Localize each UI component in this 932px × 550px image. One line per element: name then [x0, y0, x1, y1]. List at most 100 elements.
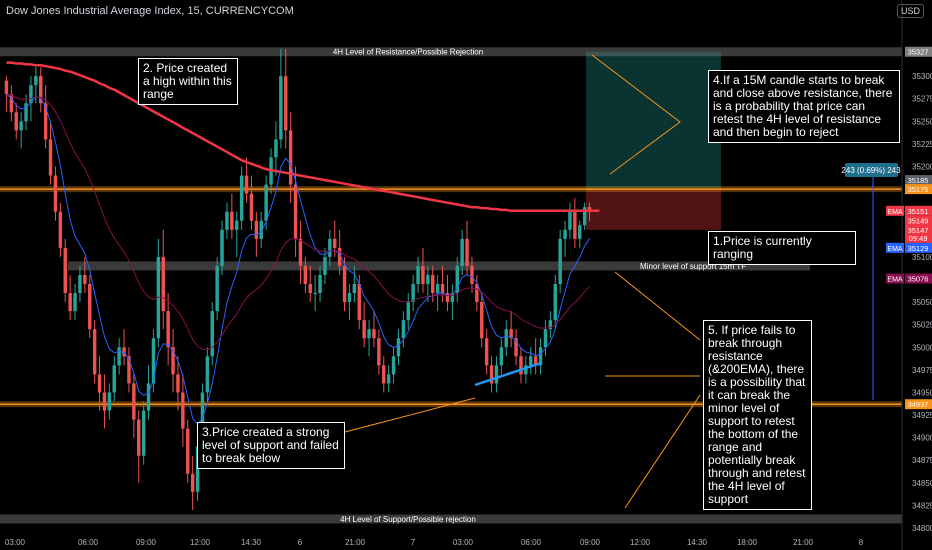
price-tag-label: 34937 [908, 400, 929, 409]
ema-tag-label: EMA [887, 277, 903, 284]
annotation-2[interactable]: 2. Price created a high within this rang… [138, 58, 238, 105]
candle-body [14, 112, 18, 131]
candle-body [455, 265, 459, 294]
y-tick-label: 34800 [912, 524, 932, 533]
candle-body [9, 94, 14, 113]
y-tick-label: 35275 [912, 95, 932, 104]
candles-layer [4, 49, 592, 510]
candle-body [323, 256, 327, 275]
candle-body [377, 338, 381, 366]
candle-body [254, 220, 259, 239]
currency-button[interactable]: USD [896, 4, 924, 18]
candle-body [489, 365, 494, 384]
candle-body [533, 356, 538, 366]
x-tick-label: 03:00 [5, 538, 26, 547]
candle-body [48, 139, 53, 176]
annotation-4[interactable]: 4.If a 15M candle starts to break and cl… [708, 70, 900, 143]
ema-fast-line [6, 93, 591, 426]
price-tag [905, 399, 932, 410]
candle-body [279, 76, 283, 140]
indicator-lines-layer [6, 61, 600, 426]
candle-body [568, 211, 572, 230]
candle-body [83, 274, 87, 284]
candle-body [328, 238, 332, 257]
candle-body [333, 238, 337, 248]
candle-body [578, 225, 582, 239]
x-tick-label: 18:00 [737, 538, 758, 547]
candle-body [391, 356, 396, 375]
stop-zone [586, 189, 721, 230]
price-tag-label: 35149 [908, 217, 929, 226]
ema-tag [886, 242, 904, 253]
level-label-2: 4H Level of Support/Possible rejection [340, 515, 476, 524]
candle-body [426, 274, 430, 284]
price-tag [905, 184, 932, 195]
trendline [474, 361, 542, 387]
candle-body [308, 284, 312, 294]
candle-body [68, 293, 72, 312]
candle-body [367, 329, 371, 339]
y-tick-label: 34975 [912, 366, 932, 375]
y-tick-label: 35000 [912, 343, 932, 352]
x-tick-label: 12:00 [630, 538, 651, 547]
x-tick-label: 14:30 [687, 538, 708, 547]
candle-body [141, 410, 146, 456]
candle-body [225, 211, 229, 230]
candle-body [200, 392, 205, 447]
candle-body [97, 374, 102, 393]
price-tag [905, 273, 932, 284]
candle-body [431, 274, 435, 294]
candle-body [421, 265, 425, 284]
ema-tag-label: EMA [887, 246, 903, 253]
annotation-1[interactable]: 1.Price is currently ranging [708, 231, 856, 265]
annotation-3[interactable]: 3.Price created a strong level of suppor… [197, 422, 345, 469]
candle-body [264, 184, 268, 221]
annotation-5[interactable]: 5. If price fails to break through resis… [703, 320, 812, 510]
candle-body [460, 238, 464, 266]
candle-body [215, 265, 219, 312]
candle-body [239, 175, 244, 221]
arrow-5b [614, 271, 701, 341]
zigzag-arrow [591, 54, 681, 175]
candle-body [347, 293, 352, 303]
candle-body [249, 193, 254, 221]
candle-body [480, 302, 484, 339]
candle-body [190, 473, 195, 492]
candle-body [29, 85, 33, 104]
candle-body [210, 311, 214, 357]
candle-body [529, 356, 533, 366]
ema-tag [886, 205, 904, 216]
y-tick-label: 35225 [912, 140, 932, 149]
candle-body [538, 347, 543, 366]
y-tick-label: 34950 [912, 388, 932, 397]
y-tick-label: 35250 [912, 117, 932, 126]
candle-body [195, 446, 200, 492]
candle-body [235, 220, 239, 230]
candle-body [127, 356, 131, 384]
candle-body [117, 347, 121, 366]
candle-body [43, 103, 48, 140]
candle-body [186, 428, 190, 474]
candle-body [181, 392, 185, 429]
candle-body [352, 284, 357, 294]
price-tag-label: 35129 [908, 244, 929, 253]
candle-body [494, 365, 499, 384]
candle-body [470, 265, 474, 284]
candle-body [259, 220, 263, 239]
candle-body [416, 265, 420, 284]
x-tick-label: 03:00 [453, 538, 474, 547]
candle-body [587, 207, 592, 212]
candle-body [582, 207, 587, 226]
candle-body [244, 175, 249, 194]
candle-body [298, 238, 303, 266]
candle-body [171, 347, 175, 375]
y-tick-label: 34925 [912, 411, 932, 420]
candle-body [166, 311, 170, 348]
measure-label: 243 (0.69%) 243 [841, 166, 901, 175]
price-tag [905, 46, 932, 57]
candle-body [563, 229, 567, 239]
level-zone-1 [68, 261, 810, 271]
candle-body [176, 374, 180, 393]
candle-body [137, 419, 141, 456]
